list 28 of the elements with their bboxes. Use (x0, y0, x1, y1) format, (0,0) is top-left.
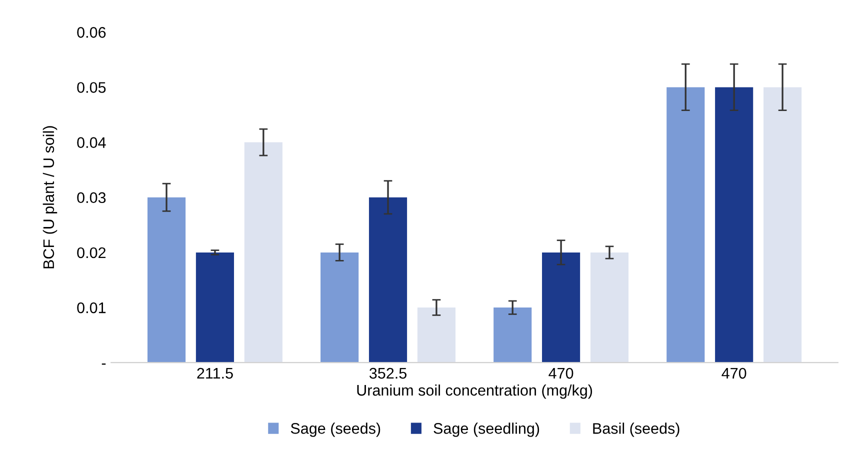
bar (715, 87, 754, 363)
bar (368, 197, 408, 363)
x-tick-label: 352.5 (369, 368, 406, 379)
y-tick-label: 0.02 (77, 247, 106, 258)
bar (417, 308, 456, 363)
y-tick-label: 0.06 (77, 27, 106, 38)
x-tick-label: 470 (722, 368, 746, 379)
bar (244, 142, 282, 363)
bar (494, 308, 532, 363)
y-axis-title: BCF (U plant / U soil) (42, 126, 58, 268)
x-tick-label: 470 (548, 368, 574, 379)
bar (763, 87, 802, 363)
legend-label: Sage (seedling) (434, 422, 540, 437)
x-axis-title: Uranium soil concentration (mg/kg) (357, 384, 592, 399)
bar (196, 252, 234, 363)
bar (666, 87, 705, 363)
y-tick-label: - (102, 363, 106, 365)
y-tick-label: 0.05 (77, 82, 106, 93)
y-tick-label: 0.01 (77, 302, 106, 314)
bar (590, 252, 629, 363)
y-tick-label: 0.03 (77, 192, 106, 204)
bar (320, 252, 359, 363)
bar (147, 197, 186, 363)
y-tick-label: 0.04 (77, 137, 106, 148)
bar (542, 252, 580, 363)
legend-label: Sage (seeds) (290, 422, 380, 437)
x-tick-label: 211.5 (197, 368, 233, 379)
legend-label: Basil (seeds) (593, 422, 680, 437)
